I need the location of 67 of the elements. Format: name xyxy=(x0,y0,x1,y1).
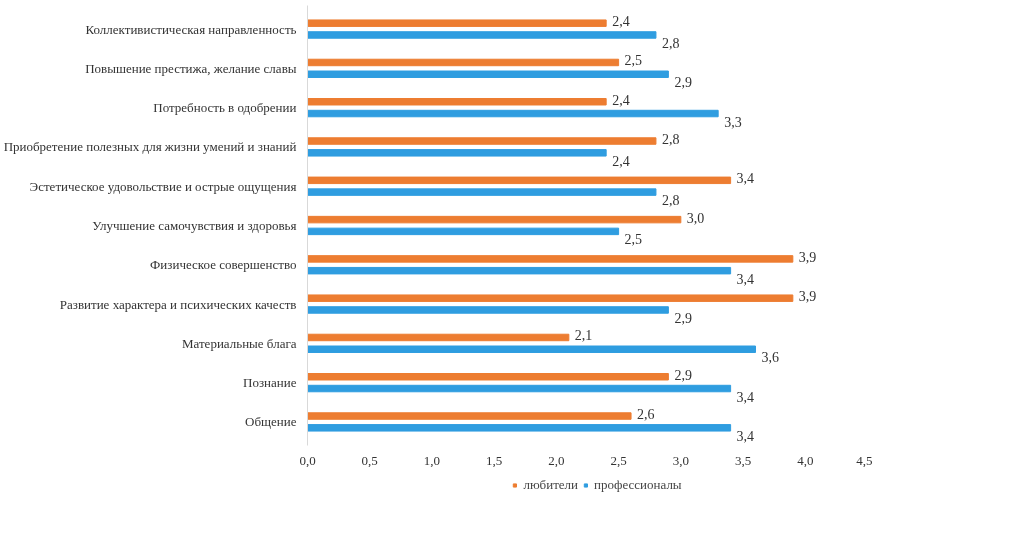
bar xyxy=(307,19,607,27)
data-label: 3,3 xyxy=(724,114,742,130)
data-label: 2,9 xyxy=(674,310,692,326)
data-label: 2,8 xyxy=(661,193,680,209)
y-tick-label: Общение xyxy=(245,414,297,430)
x-tick-label: 3,0 xyxy=(672,452,689,468)
bar xyxy=(307,384,732,393)
x-tick-label: 1,5 xyxy=(486,452,503,468)
y-tick-label: Физическое совершенство xyxy=(150,257,297,273)
y-tick-label: Приобретение полезных для жизни умений и знаний xyxy=(3,139,297,155)
bar xyxy=(307,294,794,302)
data-label: 2,9 xyxy=(674,367,692,383)
bar xyxy=(307,176,732,185)
y-tick-label: Улучшение самочувствия и здоровья xyxy=(92,218,297,233)
bar xyxy=(307,109,719,118)
data-label: 3,4 xyxy=(736,171,755,187)
data-label: 3,4 xyxy=(736,271,755,287)
x-tick-label: 2,5 xyxy=(610,452,627,468)
data-label: 2,1 xyxy=(574,328,593,344)
bar xyxy=(307,333,570,342)
bar xyxy=(307,412,632,420)
x-tick-label: 4,5 xyxy=(856,452,873,468)
data-label: 2,4 xyxy=(612,14,630,30)
y-tick-label: Развитие характера и психических качеств xyxy=(59,296,297,312)
data-label: 2,8 xyxy=(661,35,680,51)
bar xyxy=(307,306,669,314)
data-label: 2,6 xyxy=(637,407,655,423)
legend-label: любители xyxy=(523,477,579,493)
data-label: 2,9 xyxy=(674,75,692,91)
data-label: 2,5 xyxy=(624,53,643,69)
bar xyxy=(307,98,607,106)
data-label: 3,9 xyxy=(798,249,817,265)
x-tick-label: 4,0 xyxy=(797,452,814,468)
bar xyxy=(307,424,732,432)
bar xyxy=(307,31,657,39)
x-tick-label: 0,5 xyxy=(361,452,378,468)
bar xyxy=(307,266,732,275)
data-label: 2,5 xyxy=(624,232,643,248)
data-label: 3,0 xyxy=(686,210,705,226)
data-label: 3,9 xyxy=(798,289,817,305)
data-label: 2,4 xyxy=(612,92,630,108)
x-tick-label: 3,5 xyxy=(734,452,752,468)
bar xyxy=(307,215,682,224)
data-label: 3,4 xyxy=(736,428,755,444)
y-tick-label: Эстетическое удовольствие и острые ощущения xyxy=(29,178,297,194)
bar xyxy=(307,373,669,381)
bar xyxy=(307,188,657,196)
bar xyxy=(307,70,669,78)
data-label: 3,6 xyxy=(761,350,779,366)
y-tick-label: Материальные блага xyxy=(181,335,297,351)
data-label: 2,8 xyxy=(661,132,680,148)
y-tick-label: Коллективистическая направленность xyxy=(85,21,297,37)
bar xyxy=(307,227,620,236)
y-tick-label: Повышение престижа, желание славы xyxy=(85,60,297,76)
legend-label: профессионалы xyxy=(594,477,682,493)
bar xyxy=(307,149,607,157)
x-tick-label: 1,0 xyxy=(423,452,441,468)
y-tick-label: Познание xyxy=(243,375,297,391)
x-tick-label: 0,0 xyxy=(299,452,316,468)
bar xyxy=(307,345,756,353)
data-label: 3,4 xyxy=(736,389,755,405)
bar xyxy=(307,255,794,263)
data-label: 2,4 xyxy=(612,153,630,169)
bar xyxy=(307,58,620,67)
x-tick-label: 2,0 xyxy=(548,452,565,468)
y-tick-label: Потребность в одобрении xyxy=(153,100,297,116)
bar xyxy=(307,137,657,145)
